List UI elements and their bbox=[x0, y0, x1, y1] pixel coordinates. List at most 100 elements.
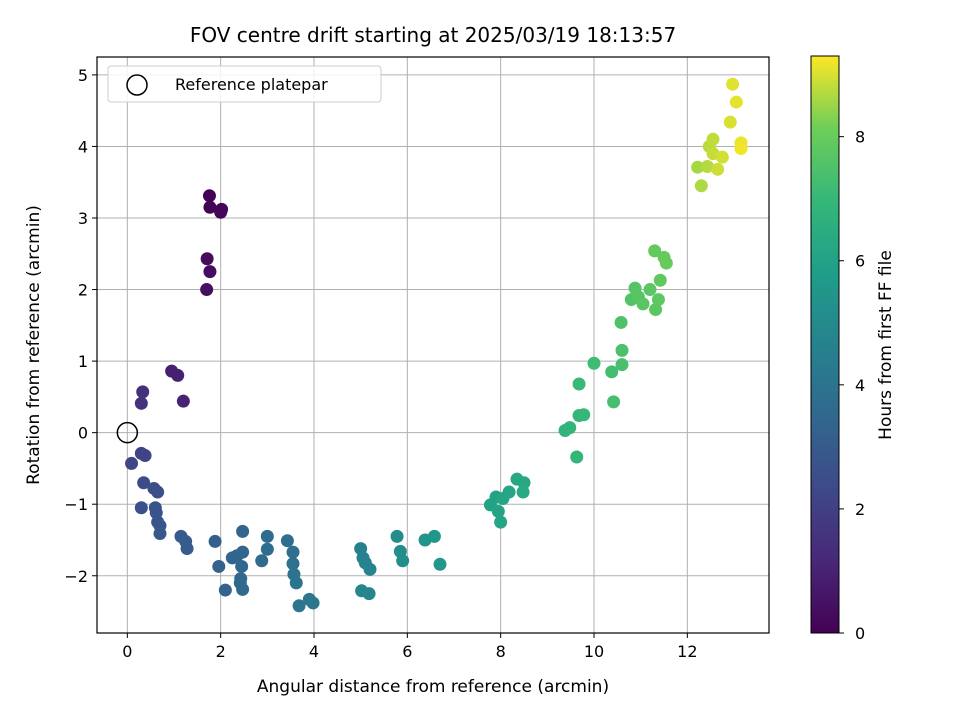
colorbar: 0 2 4 6 8 Hours from first FF file bbox=[810, 55, 896, 643]
data-point bbox=[212, 559, 226, 573]
data-point bbox=[715, 150, 729, 164]
data-point bbox=[563, 421, 577, 435]
data-point bbox=[726, 77, 740, 91]
y-tick-label: 3 bbox=[78, 209, 88, 228]
data-point bbox=[651, 293, 665, 307]
x-axis-ticks: 0 2 4 6 8 10 12 bbox=[122, 633, 698, 661]
data-point bbox=[607, 395, 621, 409]
data-point bbox=[134, 501, 148, 515]
colorbar-ticks: 0 2 4 6 8 bbox=[839, 128, 865, 643]
legend: Reference platepar bbox=[107, 65, 382, 103]
colorbar-tick-label: 0 bbox=[855, 624, 865, 643]
data-point bbox=[208, 534, 222, 548]
y-tick-label: 0 bbox=[78, 424, 88, 443]
data-point bbox=[572, 377, 586, 391]
x-tick-label: 12 bbox=[677, 642, 697, 661]
reference-platepar-marker bbox=[116, 421, 139, 444]
plot-frame bbox=[96, 56, 770, 634]
data-point bbox=[648, 244, 662, 258]
data-point bbox=[649, 303, 663, 317]
data-point bbox=[570, 450, 584, 464]
data-point bbox=[280, 534, 294, 548]
data-point bbox=[125, 456, 139, 470]
data-point bbox=[236, 545, 250, 559]
data-point bbox=[171, 368, 185, 382]
data-point bbox=[659, 256, 673, 270]
data-point bbox=[138, 449, 152, 463]
data-point bbox=[694, 179, 708, 193]
data-point bbox=[255, 554, 269, 568]
data-point bbox=[289, 576, 303, 590]
data-point bbox=[494, 515, 508, 529]
data-point bbox=[136, 385, 150, 399]
data-point bbox=[286, 557, 300, 571]
y-tick-label: 2 bbox=[78, 281, 88, 300]
data-point bbox=[734, 142, 748, 156]
y-tick-label: 4 bbox=[78, 137, 88, 156]
y-axis-label: Rotation from reference (arcmin) bbox=[24, 205, 44, 485]
data-point bbox=[516, 485, 530, 499]
y-tick-label: 5 bbox=[78, 66, 88, 85]
x-axis-label: Angular distance from reference (arcmin) bbox=[257, 677, 609, 697]
data-point bbox=[700, 159, 714, 173]
y-tick-label: 1 bbox=[78, 352, 88, 371]
legend-label-reference: Reference platepar bbox=[175, 75, 328, 94]
data-point bbox=[180, 542, 194, 556]
data-point bbox=[236, 524, 250, 538]
data-point bbox=[202, 189, 216, 203]
data-point bbox=[577, 408, 591, 422]
data-point bbox=[260, 542, 274, 556]
colorbar-label: Hours from first FF file bbox=[876, 250, 896, 440]
data-point bbox=[200, 252, 214, 266]
data-point bbox=[491, 504, 505, 518]
data-point bbox=[706, 132, 720, 146]
data-point bbox=[729, 95, 743, 109]
data-point bbox=[711, 162, 725, 176]
data-point bbox=[615, 358, 629, 372]
y-tick-label: −1 bbox=[64, 495, 88, 514]
colorbar-gradient bbox=[810, 55, 840, 634]
data-point bbox=[614, 315, 628, 329]
data-point bbox=[587, 356, 601, 370]
data-point bbox=[605, 365, 619, 379]
y-tick-label: −2 bbox=[64, 567, 88, 586]
data-point bbox=[653, 273, 667, 287]
data-point bbox=[363, 562, 377, 576]
x-tick-label: 0 bbox=[122, 642, 132, 661]
colorbar-tick-label: 2 bbox=[855, 500, 865, 519]
chart-title: FOV centre drift starting at 2025/03/19 … bbox=[190, 23, 676, 47]
data-point bbox=[643, 283, 657, 297]
x-tick-label: 2 bbox=[216, 642, 226, 661]
data-point bbox=[200, 283, 214, 297]
data-point bbox=[362, 587, 376, 601]
data-point bbox=[390, 529, 404, 543]
reference-marker-group bbox=[116, 421, 139, 444]
data-point bbox=[615, 343, 629, 357]
colorbar-tick-label: 6 bbox=[855, 252, 865, 271]
data-point bbox=[203, 265, 217, 279]
data-point bbox=[218, 583, 232, 597]
data-point bbox=[260, 529, 274, 543]
legend-hollow-circle-icon bbox=[126, 74, 148, 96]
data-point bbox=[151, 485, 165, 499]
data-points bbox=[125, 77, 748, 613]
data-point bbox=[691, 160, 705, 174]
x-tick-label: 4 bbox=[309, 642, 319, 661]
data-point bbox=[176, 394, 190, 408]
data-point bbox=[137, 476, 151, 490]
grid-lines bbox=[97, 57, 769, 633]
data-point bbox=[292, 599, 306, 613]
x-tick-label: 8 bbox=[496, 642, 506, 661]
legend-box bbox=[107, 65, 382, 103]
data-point bbox=[396, 554, 410, 568]
data-point bbox=[203, 200, 217, 214]
data-point bbox=[215, 202, 229, 216]
colorbar-tick-label: 8 bbox=[855, 128, 865, 147]
x-tick-label: 6 bbox=[402, 642, 412, 661]
data-point bbox=[433, 557, 447, 571]
data-point bbox=[235, 559, 249, 573]
data-point bbox=[723, 115, 737, 129]
data-point bbox=[502, 485, 516, 499]
data-point bbox=[636, 297, 650, 311]
